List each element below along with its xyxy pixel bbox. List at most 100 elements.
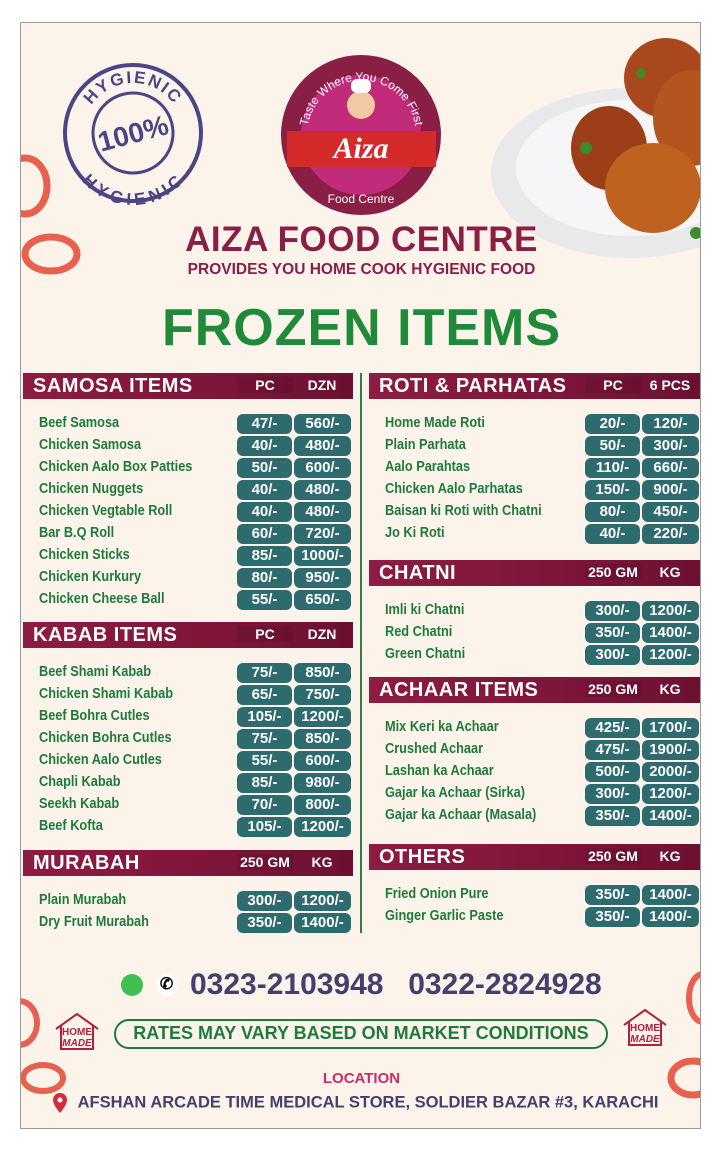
item-name: Chicken Aalo Cutles (39, 752, 162, 768)
section-header: KABAB ITEMS PC DZN (23, 622, 353, 648)
menu-item-row: Fried Onion Pure 350/- 1400/- (369, 884, 700, 906)
item-name: Gajar ka Achaar (Sirka) (385, 785, 525, 801)
menu-item-row: Chicken Aalo Box Patties 50/- 600/- (23, 457, 353, 479)
map-pin-icon (53, 1093, 67, 1113)
menu-item-row: Plain Parhata 50/- 300/- (369, 435, 700, 457)
item-name: Gajar ka Achaar (Masala) (385, 807, 537, 823)
menu-item-row: Imli ki Chatni 300/- 1200/- (369, 600, 700, 622)
menu-item-row: Chicken Aalo Parhatas 150/- 900/- (369, 479, 700, 501)
item-name: Chicken Cheese Ball (39, 591, 165, 607)
phone-number-1[interactable]: 0323-2103948 (189, 968, 384, 1002)
menu-item-row: Chicken Sticks 85/- 1000/- (23, 545, 353, 567)
item-name: Beef Shami Kabab (39, 664, 152, 680)
price-unit-1: 150/- (585, 480, 640, 500)
price-unit-2: 1200/- (642, 601, 699, 621)
menu-item-row: Seekh Kabab 70/- 800/- (23, 794, 353, 816)
cutlets-plate-image (491, 38, 700, 258)
price-unit-1: 105/- (237, 817, 292, 837)
menu-item-row: Jo Ki Roti 40/- 220/- (369, 523, 700, 545)
price-unit-2: 660/- (642, 458, 699, 478)
price-unit-2: 560/- (294, 414, 351, 434)
price-unit-2: 600/- (294, 458, 351, 478)
price-unit-2: 750/- (294, 685, 351, 705)
price-unit-2: 1700/- (642, 718, 699, 738)
item-name: Mix Keri ka Achaar (385, 719, 499, 735)
column-header-unit-2: DZN (307, 626, 337, 642)
price-unit-2: 1000/- (294, 546, 351, 566)
column-header-unit-2: DZN (307, 377, 337, 393)
price-unit-2: 1200/- (642, 645, 699, 665)
price-unit-1: 55/- (237, 590, 292, 610)
section-achaar: ACHAAR ITEMS 250 GM KG Mix Keri ka Achaa… (369, 677, 700, 827)
home-made-badge-icon: HOME MADE (623, 1008, 667, 1046)
item-name: Chapli Kabab (39, 774, 121, 790)
item-name: Jo Ki Roti (385, 525, 445, 541)
section-chatni: CHATNI 250 GM KG Imli ki Chatni 300/- 12… (369, 560, 700, 666)
menu-item-row: Chicken Shami Kabab 65/- 750/- (23, 684, 353, 706)
price-unit-1: 110/- (585, 458, 640, 478)
price-unit-2: 600/- (294, 751, 351, 771)
section-header: SAMOSA ITEMS PC DZN (23, 373, 353, 399)
price-unit-2: 450/- (642, 502, 699, 522)
price-unit-2: 1400/- (642, 885, 699, 905)
decorative-swirl (21, 233, 81, 275)
address-text: AFSHAN ARCADE TIME MEDICAL STORE, SOLDIE… (77, 1093, 659, 1112)
section-murabah: MURABAH 250 GM KG Plain Murabah 300/- 12… (23, 850, 353, 934)
menu-item-row: Gajar ka Achaar (Masala) 350/- 1400/- (369, 805, 700, 827)
price-unit-1: 300/- (585, 784, 640, 804)
menu-item-row: Chicken Bohra Cutles 75/- 850/- (23, 728, 353, 750)
price-unit-1: 475/- (585, 740, 640, 760)
column-header-unit-2: 6 PCS (649, 377, 691, 393)
item-name: Aalo Parahtas (385, 459, 471, 475)
section-kabab: KABAB ITEMS PC DZN Beef Shami Kabab 75/-… (23, 622, 353, 838)
section-header: ACHAAR ITEMS 250 GM KG (369, 677, 700, 703)
price-unit-1: 75/- (237, 663, 292, 683)
price-unit-1: 105/- (237, 707, 292, 727)
column-header-unit-1: 250 GM (237, 854, 293, 870)
column-divider (360, 373, 362, 933)
price-unit-1: 40/- (237, 436, 292, 456)
price-unit-1: 500/- (585, 762, 640, 782)
price-unit-2: 1900/- (642, 740, 699, 760)
menu-item-row: Chapli Kabab 85/- 980/- (23, 772, 353, 794)
price-unit-1: 60/- (237, 524, 292, 544)
price-unit-1: 47/- (237, 414, 292, 434)
price-unit-2: 1200/- (642, 784, 699, 804)
price-unit-1: 300/- (237, 891, 292, 911)
price-unit-1: 50/- (237, 458, 292, 478)
item-name: Chicken Sticks (39, 547, 130, 563)
item-name: Dry Fruit Murabah (39, 914, 149, 930)
price-unit-2: 1200/- (294, 817, 351, 837)
price-unit-2: 1200/- (294, 891, 351, 911)
svg-text:HOME: HOME (630, 1023, 660, 1034)
svg-text:MADE: MADE (630, 1034, 660, 1045)
price-unit-1: 80/- (585, 502, 640, 522)
menu-item-row: Chicken Samosa 40/- 480/- (23, 435, 353, 457)
price-unit-1: 85/- (237, 546, 292, 566)
menu-item-row: Beef Samosa 47/- 560/- (23, 413, 353, 435)
item-name: Bar B.Q Roll (39, 525, 115, 541)
home-made-badge-icon: HOME MADE (55, 1012, 99, 1050)
price-unit-1: 85/- (237, 773, 292, 793)
price-unit-2: 1400/- (294, 913, 351, 933)
svg-text:HYGIENIC: HYGIENIC (80, 68, 186, 108)
price-unit-2: 480/- (294, 436, 351, 456)
section-others: OTHERS 250 GM KG Fried Onion Pure 350/- … (369, 844, 700, 928)
item-name: Baisan ki Roti with Chatni (385, 503, 542, 519)
svg-text:100%: 100% (95, 109, 172, 158)
svg-text:HOME: HOME (62, 1027, 92, 1038)
menu-item-row: Ginger Garlic Paste 350/- 1400/- (369, 906, 700, 928)
column-header-unit-1: PC (585, 377, 641, 393)
price-unit-2: 1400/- (642, 623, 699, 643)
whatsapp-icon (121, 974, 144, 997)
column-header-unit-2: KG (659, 681, 681, 697)
menu-item-row: Bar B.Q Roll 60/- 720/- (23, 523, 353, 545)
price-unit-2: 120/- (642, 414, 699, 434)
price-unit-1: 65/- (237, 685, 292, 705)
menu-flyer: HYGIENIC HYGIENIC 100% Taste Where You C… (20, 22, 701, 1129)
section-header: ROTI & PARHATAS PC 6 PCS (369, 373, 700, 399)
item-name: Home Made Roti (385, 415, 485, 431)
price-unit-1: 70/- (237, 795, 292, 815)
phone-number-2[interactable]: 0322-2824928 (408, 968, 602, 1002)
price-unit-2: 950/- (294, 568, 351, 588)
